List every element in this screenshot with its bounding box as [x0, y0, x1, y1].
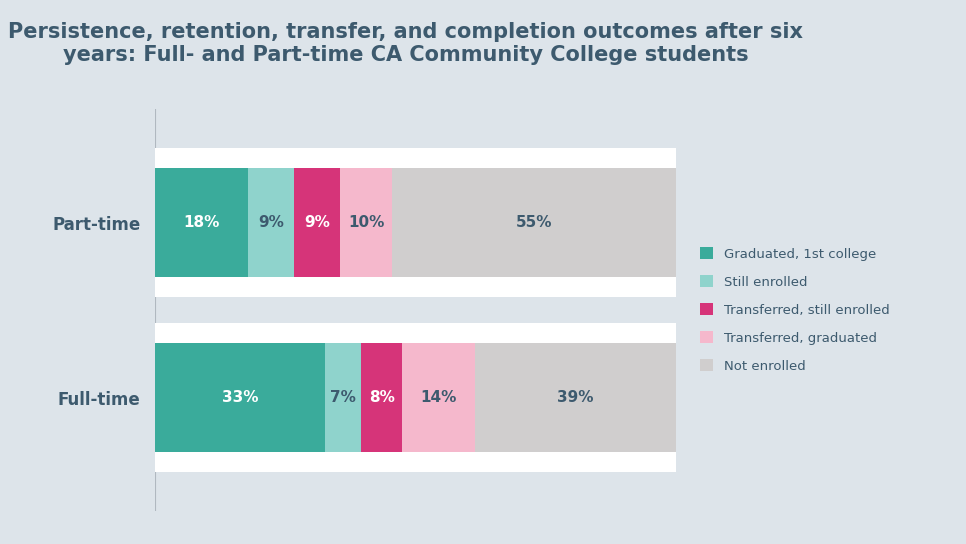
Text: 18%: 18% — [183, 215, 219, 230]
Bar — [294, 168, 340, 277]
Bar — [392, 168, 676, 277]
Text: 10%: 10% — [348, 215, 384, 230]
Bar — [474, 343, 676, 452]
Text: 9%: 9% — [258, 215, 284, 230]
Bar — [340, 168, 392, 277]
Bar — [403, 343, 474, 452]
Text: 55%: 55% — [516, 215, 553, 230]
Text: 8%: 8% — [369, 390, 395, 405]
Bar — [155, 343, 325, 452]
Bar — [155, 323, 676, 472]
Bar — [155, 168, 247, 277]
Bar — [361, 343, 403, 452]
Text: 14%: 14% — [420, 390, 457, 405]
Text: 39%: 39% — [557, 390, 594, 405]
Text: 7%: 7% — [330, 390, 356, 405]
Legend: Graduated, 1st college, Still enrolled, Transferred, still enrolled, Transferred: Graduated, 1st college, Still enrolled, … — [694, 241, 895, 379]
Text: Persistence, retention, transfer, and completion outcomes after six
years: Full-: Persistence, retention, transfer, and co… — [9, 22, 803, 65]
Bar — [325, 343, 361, 452]
Bar — [247, 168, 294, 277]
Text: 33%: 33% — [221, 390, 258, 405]
Text: 9%: 9% — [304, 215, 330, 230]
Bar — [155, 148, 676, 297]
